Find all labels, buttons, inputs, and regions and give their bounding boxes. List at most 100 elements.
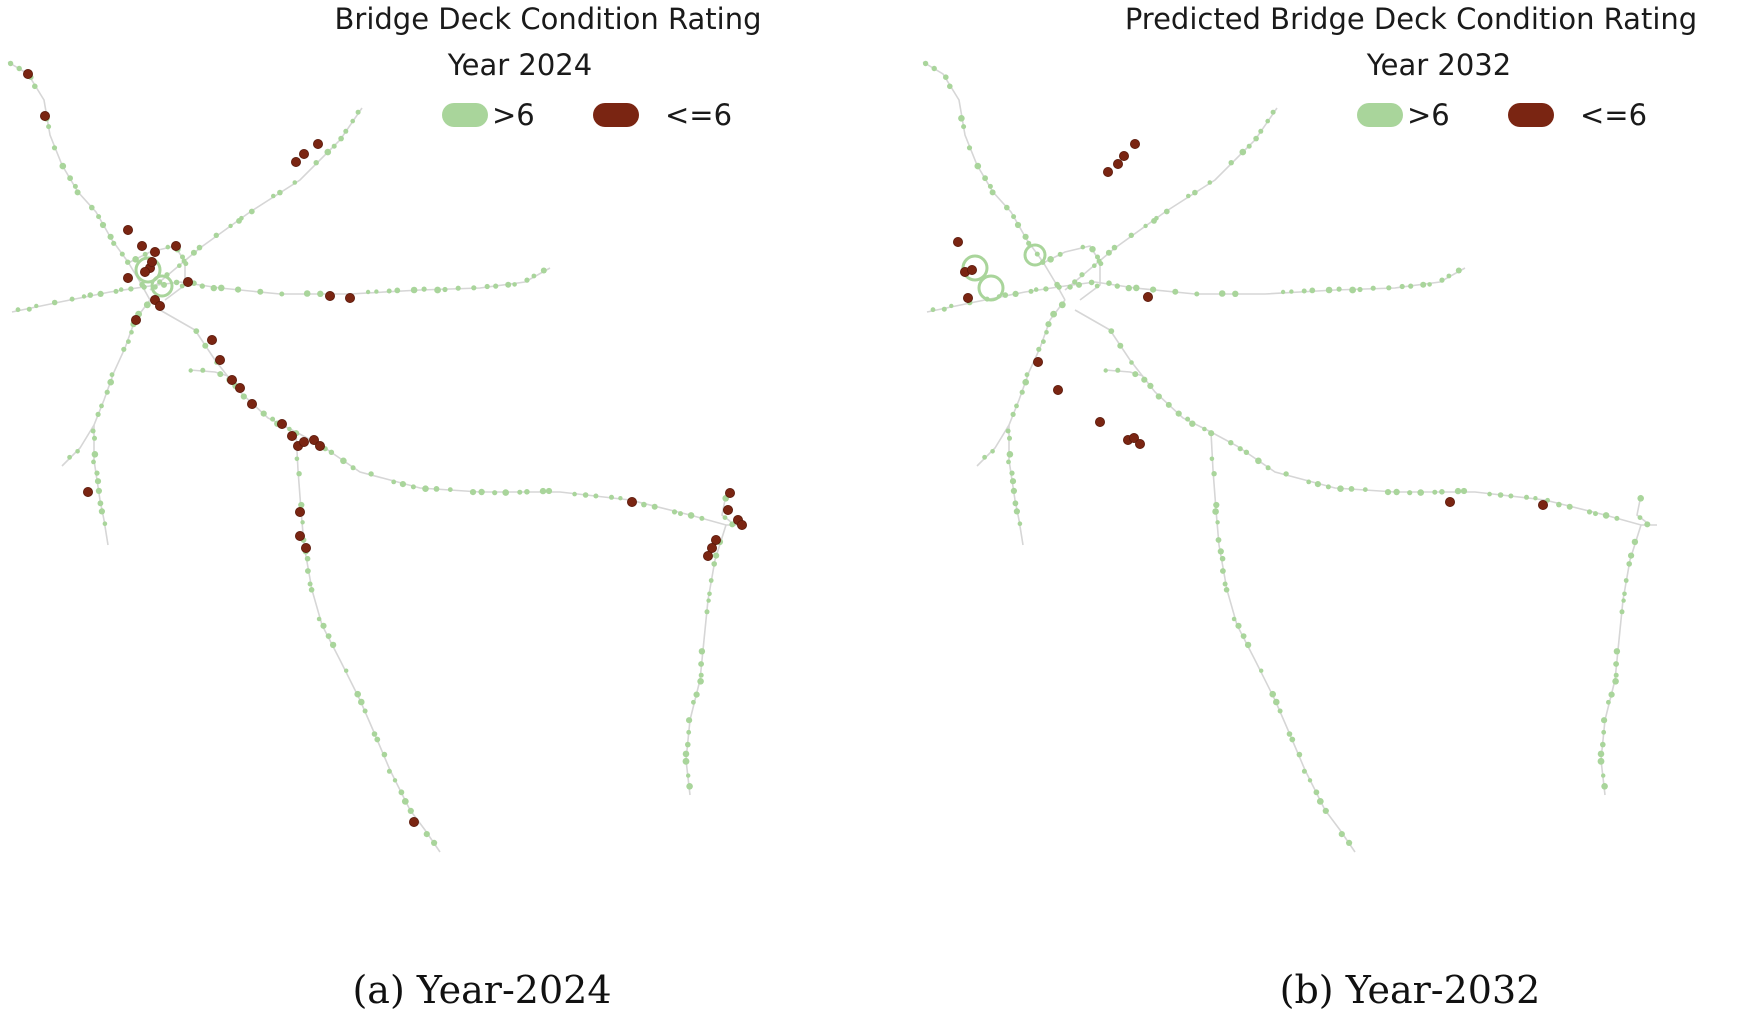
legend-swatch-good (1357, 103, 1403, 127)
bridge-point-good (51, 145, 58, 151)
bridge-point-good (1270, 109, 1276, 115)
bridge-point-poor (1445, 496, 1456, 507)
bridge-point-good (338, 135, 344, 142)
bridge-point-good (1172, 288, 1179, 295)
bridge-point-poor (1142, 291, 1153, 302)
bridge-point-good (300, 520, 305, 525)
bridge-point-good (287, 426, 292, 432)
bridge-point-good (1044, 330, 1049, 335)
bridge-point-good (1265, 118, 1270, 124)
bridge-point-good (1243, 449, 1250, 455)
bridge-point-poor (83, 486, 94, 497)
bridge-point-good (423, 831, 430, 838)
bridge-point-good (1613, 672, 1619, 678)
bridge-point-good (1420, 281, 1427, 288)
road-segment (1636, 494, 1651, 526)
bridge-point-good (89, 204, 95, 211)
bridge-point-poor (1094, 416, 1105, 427)
bridge-point-good (1089, 246, 1096, 253)
bridge-point-poor (703, 551, 714, 562)
legend-swatch-poor (593, 103, 639, 127)
bridge-point-good (279, 291, 285, 297)
bridge-point-good (1150, 286, 1157, 293)
bridge-point-good (1273, 698, 1280, 706)
bridge-point-good (1050, 310, 1057, 318)
bridge-point-good (699, 515, 705, 521)
panel-caption: (b) Year-2032 (1279, 968, 1541, 1012)
road-segment (179, 267, 551, 295)
bridge-point-good (1217, 548, 1224, 555)
bridge-point-good (651, 503, 658, 510)
bridge-point-good (1237, 446, 1243, 452)
bridge-point-good (958, 115, 965, 122)
bridge-point-good (1612, 678, 1619, 685)
bridge-point-good (102, 521, 108, 526)
bridge-point-good (1524, 494, 1529, 500)
road-segment (1064, 107, 1278, 291)
bridge-point-good (180, 254, 185, 260)
bridge-point-good (394, 287, 401, 294)
road-segment (149, 107, 363, 291)
bridge-point-good (183, 261, 189, 267)
bridge-point-good (239, 215, 244, 221)
bridge-point-good (505, 281, 512, 288)
bridge-point-good (593, 493, 599, 499)
bridge-point-good (7, 60, 14, 67)
bridge-point-good (94, 478, 102, 485)
bridge-point-good (671, 509, 678, 515)
bridge-point-good (132, 255, 139, 263)
bridge-point-good (1192, 189, 1198, 196)
bridge-point-good (1194, 291, 1200, 297)
bridge-point-good (1012, 290, 1019, 297)
bridge-point-good (95, 487, 102, 494)
bridge-point-good (1556, 501, 1562, 508)
bridge-point-good (218, 284, 225, 292)
bridge-point-good (1072, 279, 1078, 285)
bridge-point-poor (294, 506, 305, 517)
bridge-point-good (1223, 587, 1230, 593)
bridge-point-good (572, 491, 577, 497)
bridge-point-good (1185, 416, 1191, 422)
bridge-point-good (173, 279, 180, 286)
bridge-point-good (1601, 783, 1608, 790)
bridge-point-good (125, 259, 131, 265)
bridge-point-good (308, 587, 315, 593)
bridge-point-poor (146, 256, 157, 267)
bridge-point-poor (312, 138, 323, 149)
bridge-point-good (1566, 503, 1573, 510)
bridge-point-good (1141, 376, 1148, 383)
bridge-point-good (484, 283, 490, 290)
bridge-point-good (1626, 561, 1632, 567)
bridge-point-poor (170, 240, 181, 251)
bridge-point-good (947, 83, 953, 90)
bridge-point-good (99, 403, 104, 409)
bridge-point-good (1220, 568, 1226, 574)
bridge-point-good (1218, 290, 1226, 297)
bridge-point-good (1026, 240, 1032, 246)
bridge-point-good (1022, 378, 1029, 386)
bridge-point-good (109, 372, 115, 378)
bridge-point-good (641, 501, 647, 508)
road-segment (1210, 431, 1356, 853)
legend-item-good: >6 (1357, 98, 1450, 132)
bridge-point-good (313, 160, 319, 166)
bridge-point-good (517, 489, 523, 495)
bridge-point-good (1009, 470, 1015, 476)
bridge-point-good (1613, 648, 1621, 655)
bridge-point-poor (294, 531, 305, 542)
bridge-point-good (478, 488, 485, 496)
bridge-point-poor (1102, 166, 1113, 177)
bridge-point-good (1232, 290, 1239, 297)
bridge-point-good (1301, 768, 1307, 774)
bridge-point-good (492, 490, 498, 496)
bridge-point-good (59, 162, 67, 170)
bridge-point-poor (130, 314, 141, 325)
bridge-point-good (407, 807, 414, 815)
bridge-point-good (32, 83, 38, 90)
legend-item-poor: <=6 (1508, 98, 1647, 132)
bridge-point-good (1058, 301, 1066, 309)
bridge-point-poor (1052, 384, 1063, 395)
bridge-point-good (96, 214, 102, 220)
bridge-point-good (1600, 741, 1606, 748)
bridge-point-good (1265, 465, 1271, 471)
